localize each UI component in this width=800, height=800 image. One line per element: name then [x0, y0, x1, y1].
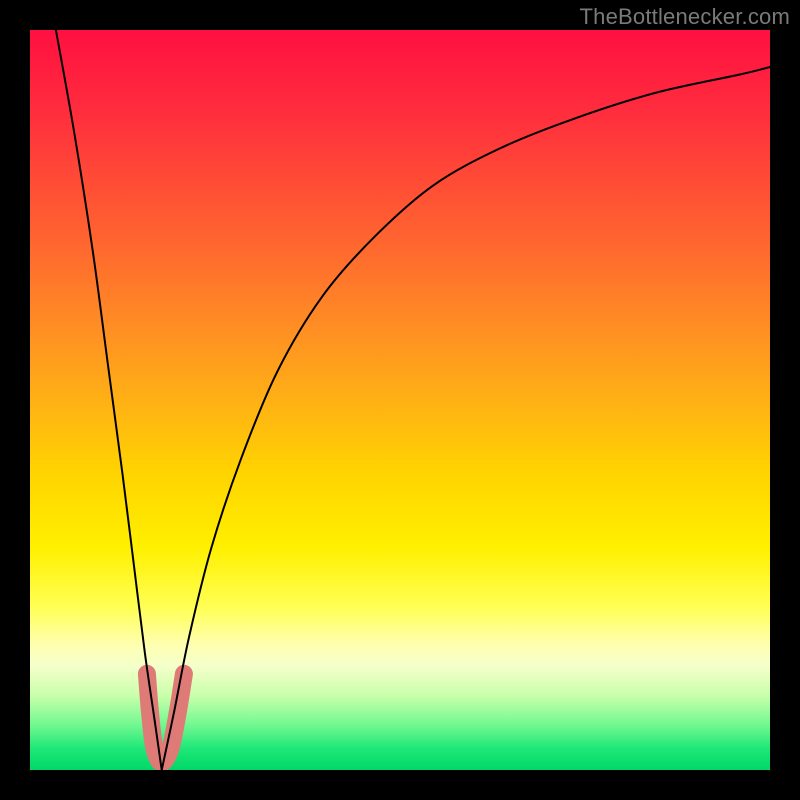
gradient-background: [30, 30, 770, 770]
chart-canvas: TheBottlenecker.com: [0, 0, 800, 800]
plot-area: [30, 30, 770, 770]
watermark-text: TheBottlenecker.com: [580, 4, 790, 30]
plot-svg: [30, 30, 770, 770]
